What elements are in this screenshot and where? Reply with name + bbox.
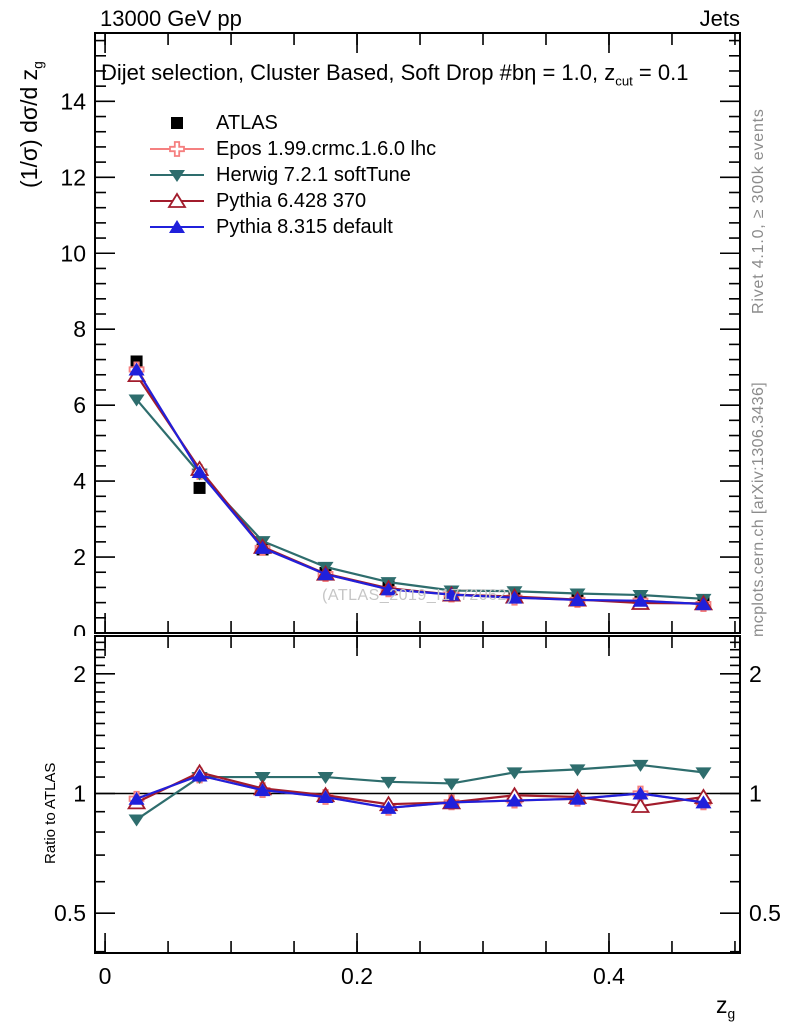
legend-marker-pythia8 bbox=[150, 220, 204, 233]
svg-text:2: 2 bbox=[73, 544, 86, 570]
svg-text:0.4: 0.4 bbox=[593, 963, 625, 989]
svg-text:12: 12 bbox=[60, 164, 86, 190]
legend-item-epos: Epos 1.99.crmc.1.6.0 lhc bbox=[148, 136, 436, 162]
legend-label-pythia8: Pythia 8.315 default bbox=[216, 215, 393, 238]
ratio-y-tick-labels: 0.5 0.5 1 1 2 2 bbox=[54, 661, 781, 926]
plot-title: Dijet selection, Cluster Based, Soft Dro… bbox=[101, 60, 688, 88]
series-ratio-epos bbox=[128, 767, 712, 816]
svg-text:14: 14 bbox=[60, 88, 86, 114]
legend-marker-epos bbox=[150, 141, 204, 157]
legend-item-pythia8: Pythia 8.315 default bbox=[148, 214, 436, 240]
legend-label-pythia6: Pythia 6.428 370 bbox=[216, 189, 367, 212]
x-label-text: z bbox=[716, 992, 728, 1018]
panel-frames bbox=[94, 32, 741, 954]
legend-item-herwig: Herwig 7.2.1 softTune bbox=[148, 162, 436, 188]
legend-label-herwig: Herwig 7.2.1 softTune bbox=[216, 163, 411, 186]
svg-text:10: 10 bbox=[60, 240, 86, 266]
mcplots-reference-note: mcplots.cern.ch [arXiv:1306.3436] bbox=[750, 381, 767, 637]
x-label-sub: g bbox=[727, 1006, 736, 1022]
plot-title-pre: Dijet selection, Cluster Based, Soft Dro… bbox=[101, 60, 616, 85]
main-y-axis-label: (1/σ) dσ/d zg bbox=[16, 61, 46, 188]
legend-label-atlas: ATLAS bbox=[216, 111, 278, 134]
series-main-atlas bbox=[130, 355, 710, 609]
svg-text:6: 6 bbox=[73, 392, 86, 418]
svg-text:0.5: 0.5 bbox=[54, 900, 86, 926]
svg-text:1: 1 bbox=[749, 781, 762, 807]
series-main-pythia6 bbox=[126, 366, 714, 611]
axis-ticks bbox=[95, 33, 740, 953]
ratio-y-axis-label: Ratio to ATLAS bbox=[42, 762, 59, 864]
svg-text:8: 8 bbox=[73, 316, 86, 342]
legend-marker-herwig bbox=[150, 170, 204, 182]
main-y-label-text: (1/σ) dσ/d z bbox=[16, 68, 42, 188]
legend: ATLAS Epos 1.99.crmc.1.6.0 lhc Herwig 7.2.… bbox=[148, 110, 436, 240]
plot-title-post: = 0.1 bbox=[632, 60, 689, 85]
series-ratio-herwig bbox=[128, 759, 712, 827]
header-process: Jets bbox=[699, 6, 740, 31]
series-main-epos bbox=[128, 361, 712, 613]
legend-marker-atlas bbox=[171, 117, 183, 129]
legend-marker-pythia6 bbox=[150, 192, 204, 208]
svg-text:0.2: 0.2 bbox=[341, 963, 373, 989]
x-axis-label: zg bbox=[716, 992, 735, 1022]
svg-text:2: 2 bbox=[73, 661, 86, 687]
series-ratio-pythia8 bbox=[128, 768, 712, 814]
legend-label-epos: Epos 1.99.crmc.1.6.0 lhc bbox=[216, 137, 437, 160]
rivet-version-note: Rivet 4.1.0, ≥ 300k events bbox=[750, 108, 767, 314]
svg-text:2: 2 bbox=[749, 661, 762, 687]
svg-text:0: 0 bbox=[73, 620, 86, 646]
series-main-herwig bbox=[128, 394, 712, 606]
series-main-pythia8 bbox=[128, 362, 712, 611]
svg-text:0.5: 0.5 bbox=[749, 900, 781, 926]
plot-title-sub: cut bbox=[615, 73, 633, 89]
header-energy: 13000 GeV pp bbox=[100, 6, 242, 31]
main-y-tick-labels: 0 2 4 6 8 10 12 14 bbox=[60, 88, 86, 646]
svg-text:4: 4 bbox=[73, 468, 86, 494]
analysis-watermark: (ATLAS_2019_I1772062) bbox=[322, 587, 513, 604]
svg-text:1: 1 bbox=[73, 781, 86, 807]
x-tick-labels: 0 0.2 0.4 bbox=[99, 963, 625, 989]
svg-text:0: 0 bbox=[99, 963, 112, 989]
main-y-label-sub: g bbox=[30, 61, 46, 69]
legend-item-atlas: ATLAS bbox=[148, 110, 436, 136]
legend-item-pythia6: Pythia 6.428 370 bbox=[148, 188, 436, 214]
